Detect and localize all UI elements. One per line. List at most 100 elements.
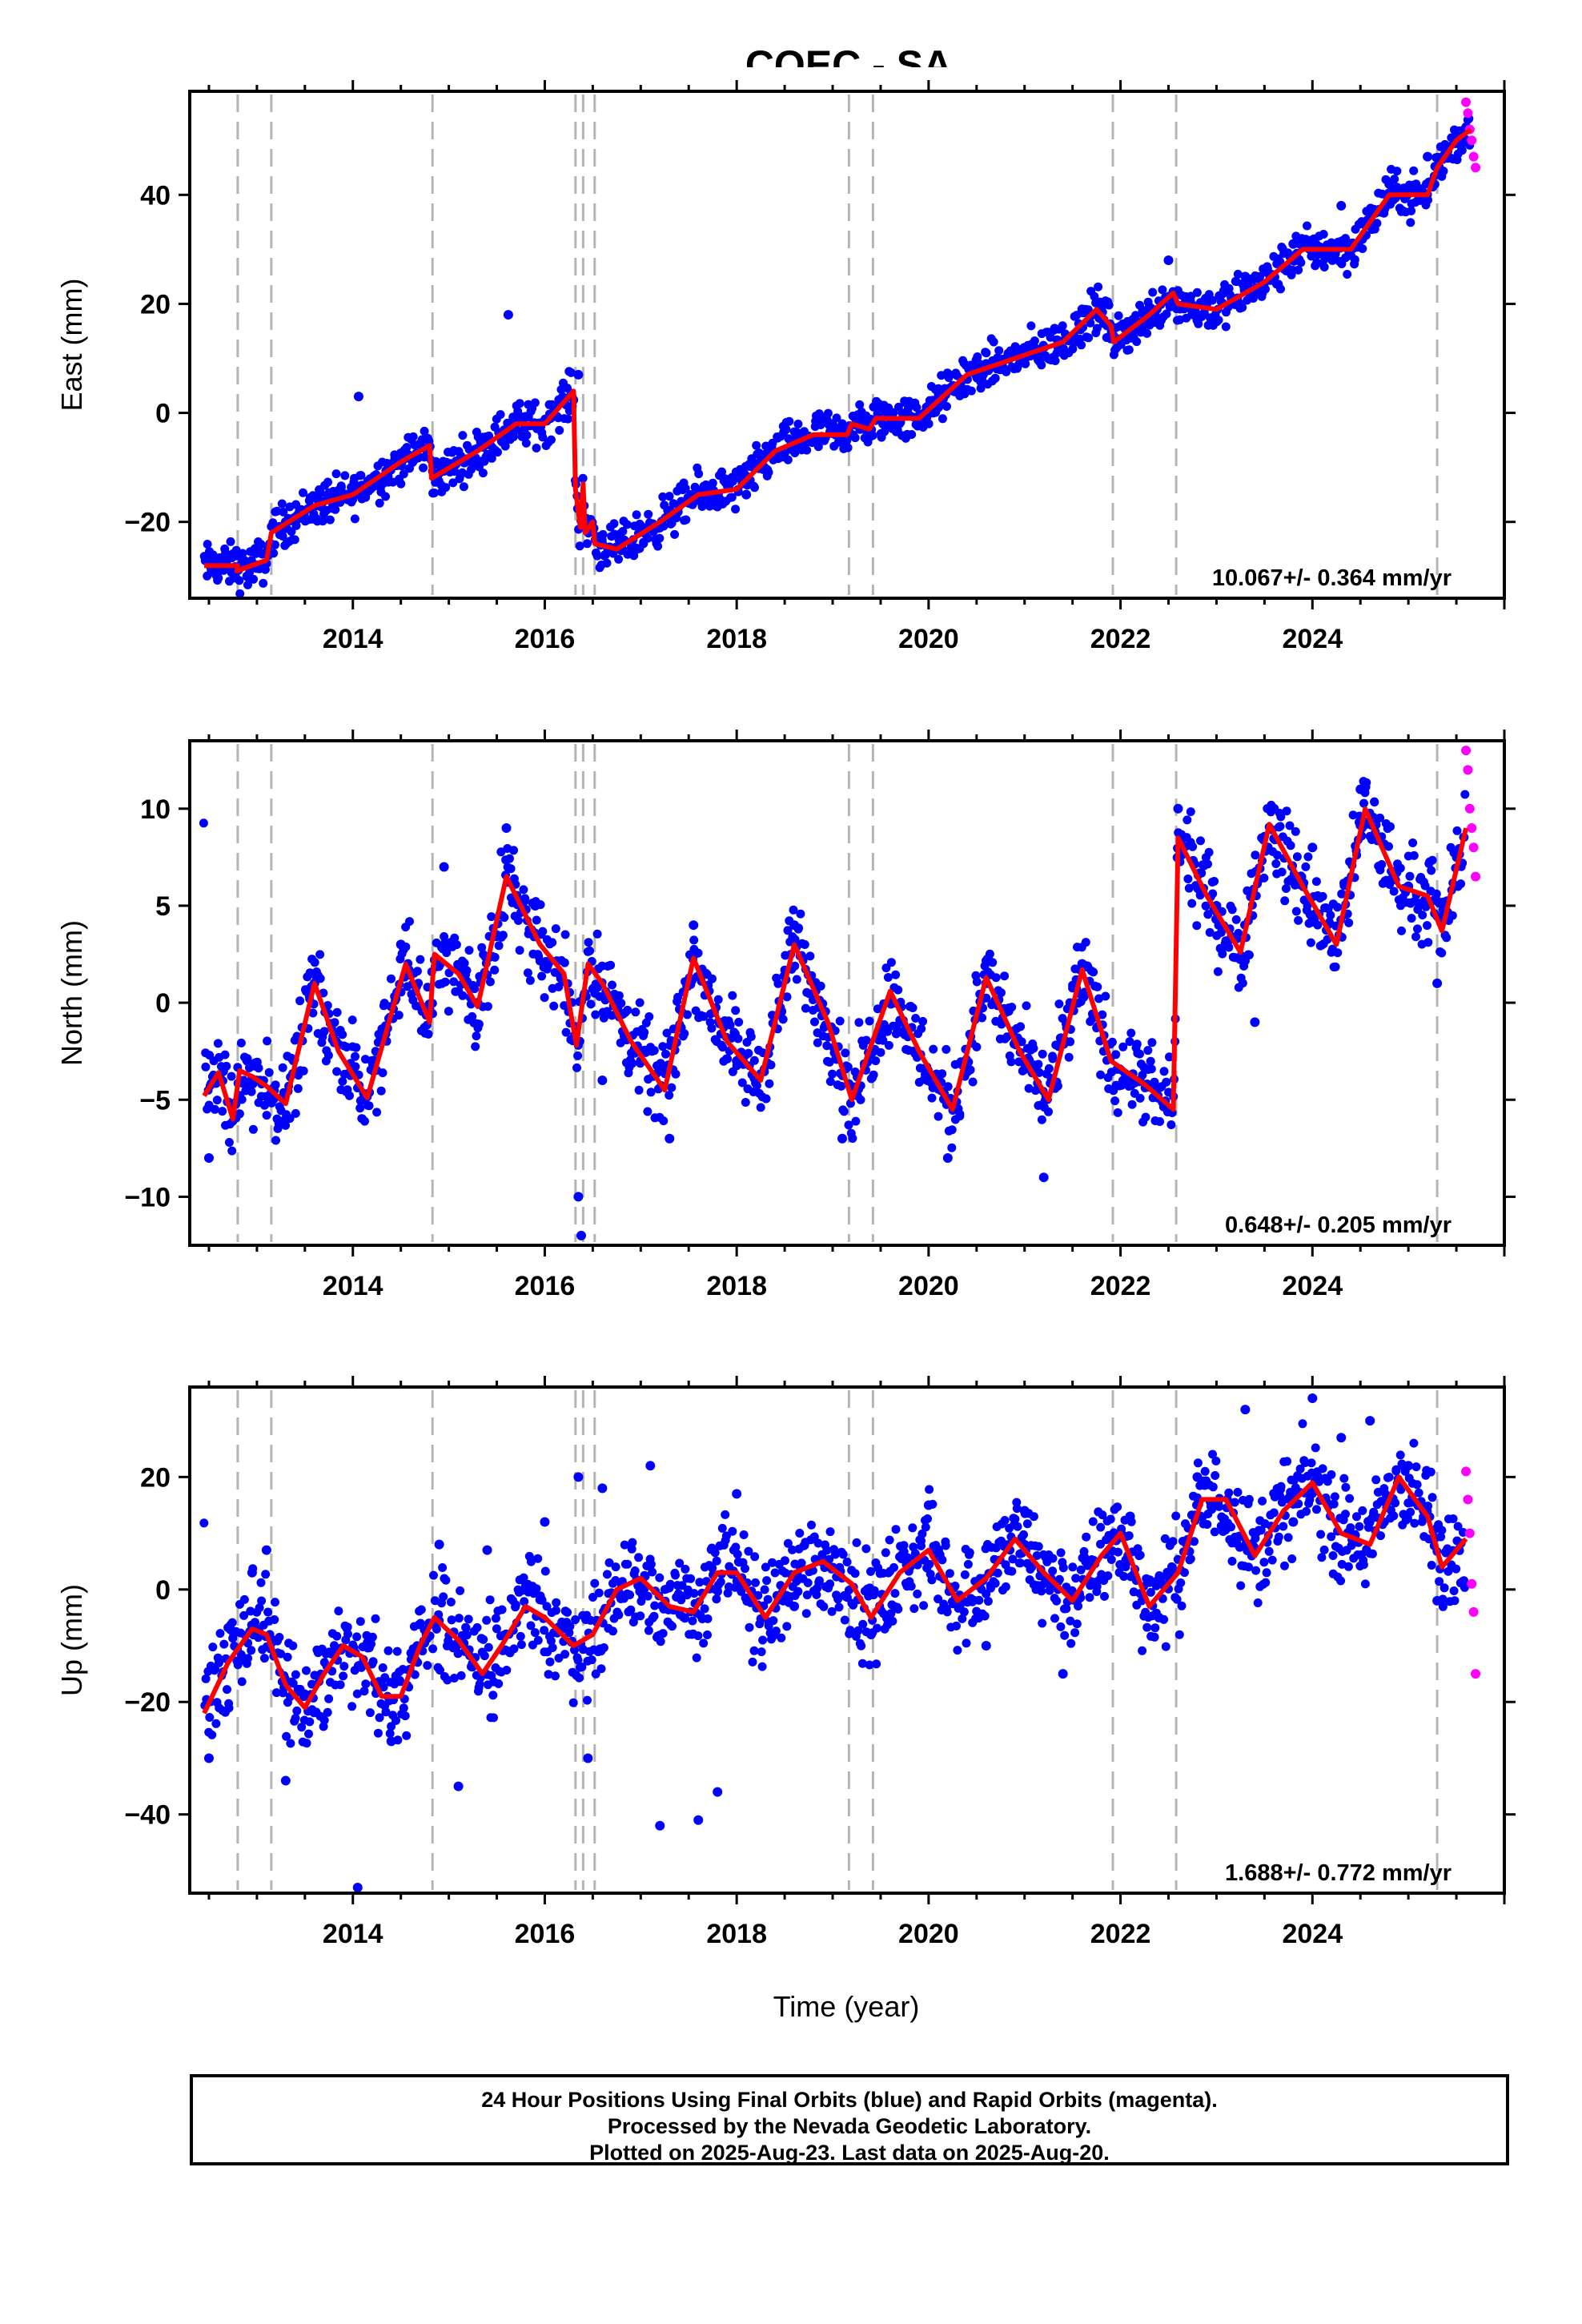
north-cloud-point xyxy=(1146,1056,1155,1066)
north-cloud-point xyxy=(585,946,595,955)
north-cloud-point xyxy=(405,917,414,927)
up-cloud-point xyxy=(291,1670,300,1679)
up-cloud-point xyxy=(1280,1561,1289,1570)
north-cloud-point xyxy=(947,1125,957,1135)
east-final-orbit-point xyxy=(503,310,513,320)
east-top-mask xyxy=(182,67,1512,91)
east-cloud-point xyxy=(868,431,877,440)
north-cloud-point xyxy=(360,1116,369,1126)
east-cloud-point xyxy=(843,443,853,452)
up-cloud-point xyxy=(1161,1642,1170,1651)
north-cloud-point xyxy=(537,971,547,981)
east-cloud-point xyxy=(522,430,532,440)
up-cloud-point xyxy=(763,1594,773,1604)
north-cloud-point xyxy=(1000,971,1010,981)
north-cloud-point xyxy=(271,1080,280,1090)
east-cloud-point xyxy=(538,432,548,442)
up-cloud-point xyxy=(628,1538,637,1547)
up-cloud-point xyxy=(927,1575,937,1585)
north-cloud-point xyxy=(886,958,896,967)
north-cloud-point xyxy=(1251,850,1260,860)
up-cloud-point xyxy=(1227,1522,1235,1532)
up-cloud-point xyxy=(644,1626,653,1635)
east-cloud-point xyxy=(299,488,307,497)
up-cloud-point xyxy=(392,1647,402,1656)
up-cloud-point xyxy=(211,1719,221,1728)
north-cloud-point xyxy=(749,1055,759,1065)
up-cloud-point xyxy=(1389,1511,1399,1521)
north-cloud-point xyxy=(1344,918,1354,927)
north-cloud-point xyxy=(1155,1117,1165,1126)
east-x-tick-label: 2018 xyxy=(706,624,767,654)
east-cloud-point xyxy=(512,425,522,435)
east-x-tick-label: 2024 xyxy=(1282,624,1343,654)
up-cloud-point xyxy=(1316,1530,1326,1539)
up-cloud-point xyxy=(908,1523,917,1533)
east-cloud-point xyxy=(271,540,279,549)
up-cloud-point xyxy=(1106,1514,1115,1524)
north-cloud-point xyxy=(264,1068,274,1077)
up-cloud-point xyxy=(739,1530,749,1539)
up-rapid-orbit-point xyxy=(1464,1528,1475,1538)
east-cloud-point xyxy=(1238,303,1247,312)
east-cloud-point xyxy=(408,432,418,441)
east-cloud-point xyxy=(1392,167,1402,176)
east-cloud-point xyxy=(976,384,986,393)
up-cloud-point xyxy=(825,1579,835,1589)
up-cloud-point xyxy=(1279,1522,1288,1531)
north-cloud-point xyxy=(713,995,723,1004)
up-cloud-point xyxy=(693,1631,703,1641)
north-final-orbit-point xyxy=(396,939,406,950)
north-cloud-point xyxy=(548,938,557,947)
up-cloud-point xyxy=(1138,1646,1147,1655)
footer-line-2: Processed by the Nevada Geodetic Laborat… xyxy=(607,2114,1092,2138)
north-final-orbit-point xyxy=(1038,1172,1049,1183)
east-final-orbit-point xyxy=(1288,239,1299,249)
up-cloud-point xyxy=(428,1644,438,1654)
north-cloud-point xyxy=(1231,915,1241,924)
north-cloud-point xyxy=(372,1108,382,1117)
up-cloud-point xyxy=(545,1657,555,1667)
up-cloud-point xyxy=(447,1615,456,1625)
east-cloud-point xyxy=(290,535,299,545)
up-final-orbit-point xyxy=(693,1815,704,1825)
east-cloud-point xyxy=(402,443,412,452)
up-cloud-point xyxy=(1145,1575,1154,1585)
up-cloud-point xyxy=(323,1707,332,1717)
east-cloud-point xyxy=(566,368,576,377)
north-final-orbit-point xyxy=(1173,803,1183,814)
north-cloud-point xyxy=(310,958,319,967)
up-cloud-point xyxy=(795,1529,805,1538)
east-cloud-point xyxy=(614,554,624,564)
up-cloud-point xyxy=(1224,1488,1234,1498)
up-cloud-point xyxy=(533,1635,543,1645)
east-cloud-point xyxy=(618,527,628,536)
up-cloud-point xyxy=(275,1633,284,1642)
up-cloud-point xyxy=(758,1635,768,1645)
up-cloud-point xyxy=(942,1607,952,1617)
east-cloud-point xyxy=(855,400,865,409)
north-cloud-point xyxy=(734,1017,744,1027)
north-cloud-point xyxy=(659,1116,669,1126)
east-y-tick-label: −20 xyxy=(124,508,171,538)
up-final-orbit-point xyxy=(280,1775,291,1786)
up-cloud-point xyxy=(1274,1532,1283,1542)
north-cloud-point xyxy=(643,1107,652,1116)
x-axis-title: Time (year) xyxy=(773,1990,920,2023)
east-cloud-point xyxy=(1162,309,1171,319)
up-cloud-point xyxy=(292,1706,302,1715)
up-cloud-point xyxy=(953,1646,962,1655)
up-cloud-point xyxy=(777,1633,786,1642)
up-cloud-point xyxy=(861,1544,871,1554)
north-cloud-point xyxy=(538,927,548,936)
up-cloud-point xyxy=(1106,1555,1116,1564)
east-cloud-point xyxy=(214,573,223,583)
up-cloud-point xyxy=(1276,1482,1286,1491)
up-cloud-point xyxy=(482,1615,492,1625)
up-cloud-point xyxy=(801,1609,811,1618)
east-cloud-point xyxy=(478,468,488,478)
north-cloud-point xyxy=(1277,867,1287,877)
up-cloud-point xyxy=(869,1586,879,1595)
east-cloud-point xyxy=(555,425,564,435)
up-cloud-point xyxy=(237,1677,247,1687)
